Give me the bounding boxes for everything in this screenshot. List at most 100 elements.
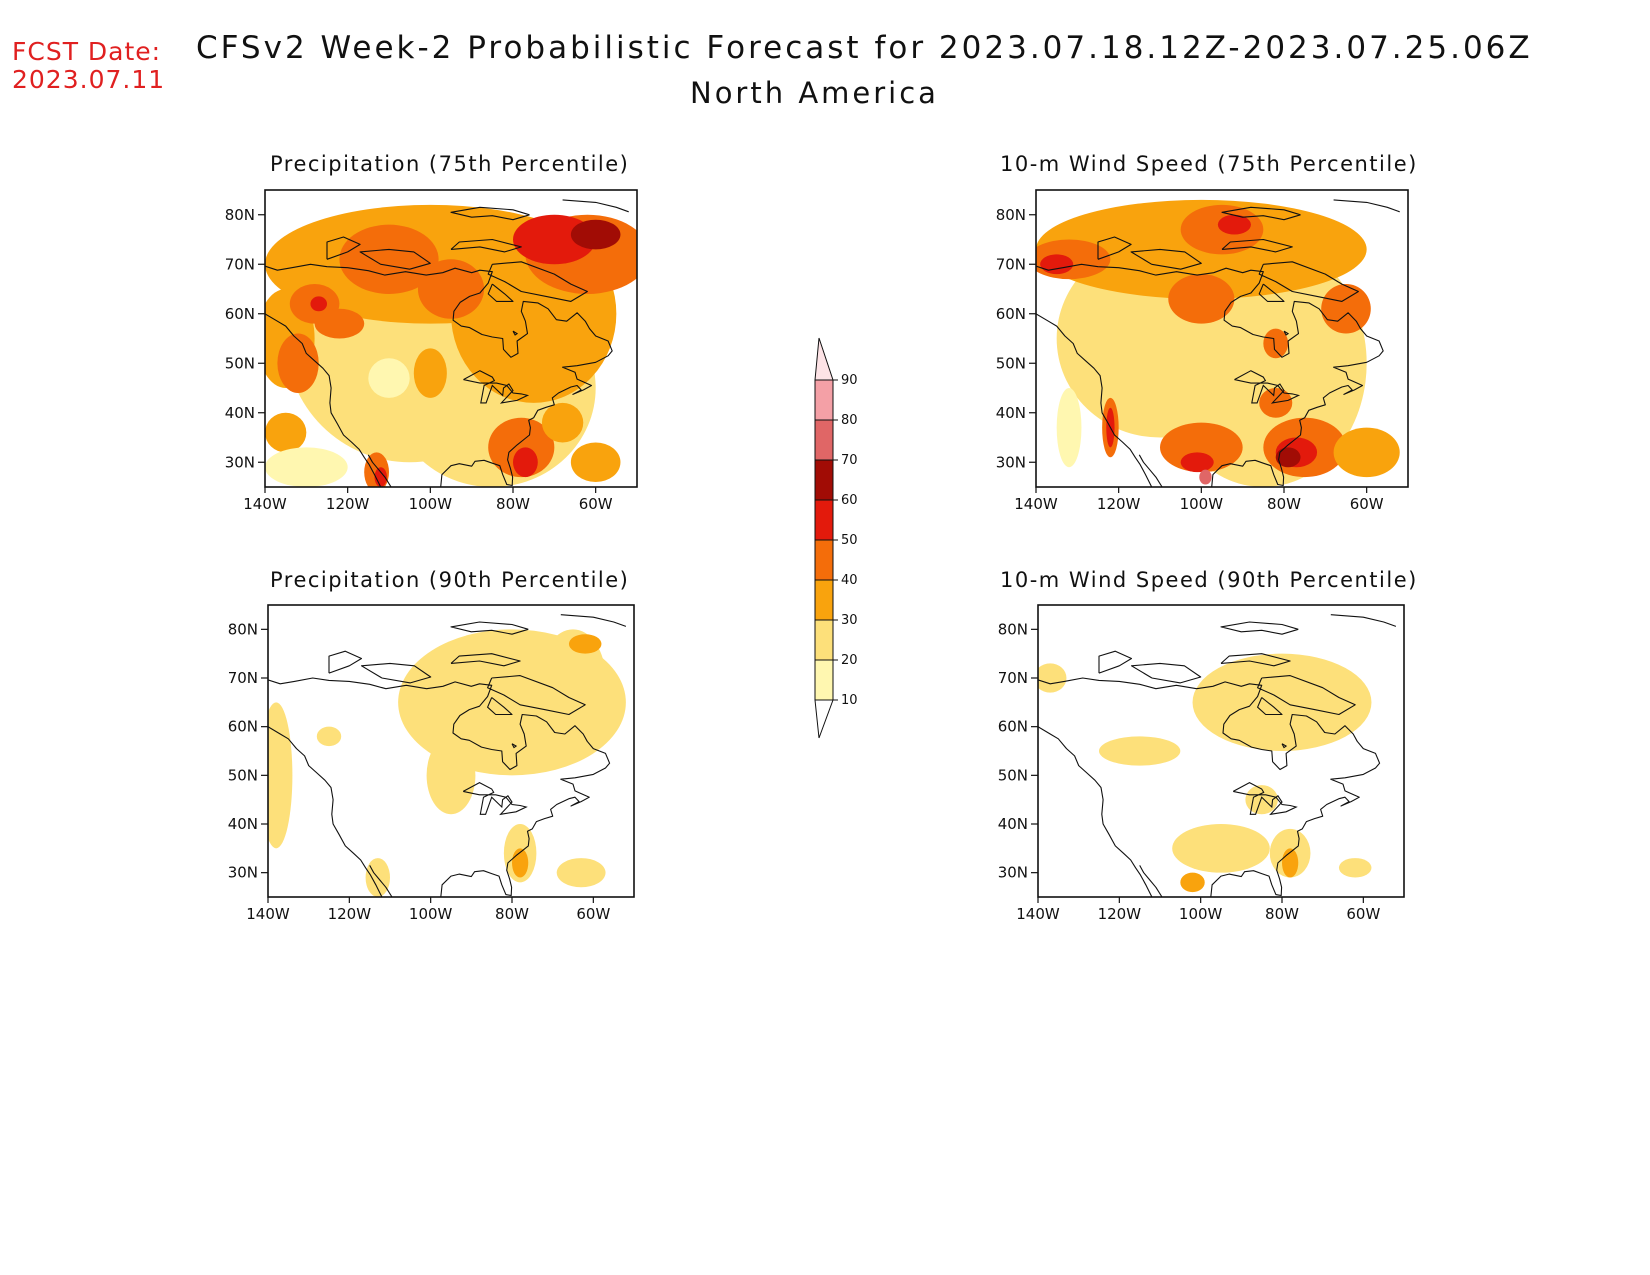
colorbar-label: 50 — [841, 533, 858, 548]
coastline — [1036, 199, 1400, 487]
lat-label: 30N — [228, 864, 258, 882]
shading-layer — [1038, 653, 1372, 893]
shade-blob — [556, 858, 606, 888]
shade-blob — [1333, 427, 1400, 478]
lat-label: 30N — [998, 864, 1028, 882]
shade-blob — [1038, 663, 1067, 693]
lon-label: 80W — [496, 495, 530, 513]
lat-label: 50N — [996, 354, 1026, 372]
colorbar-label: 60 — [841, 493, 858, 508]
lat-label: 50N — [228, 766, 258, 784]
map-frame — [1035, 189, 1409, 488]
map-panel-wind90: 80N 70N 60N 50N 40N 30N 140W 120W 100W 80W 60W — [998, 604, 1405, 923]
lat-label: 80N — [228, 620, 258, 638]
shade-blob — [265, 412, 307, 453]
colorbar-segment — [814, 419, 834, 461]
lon-label: 100W — [1179, 905, 1223, 923]
lat-label: 50N — [998, 766, 1028, 784]
fcst-date-label: FCST Date: — [12, 37, 162, 66]
colorbar-segment — [814, 539, 834, 581]
map-frame — [267, 604, 635, 898]
shade-blob — [316, 726, 342, 747]
shading-layer — [268, 629, 626, 897]
colorbar-label: 40 — [841, 573, 858, 588]
panel-title-wind90: 10-m Wind Speed (90th Percentile) — [1000, 568, 1418, 592]
lon-label: 100W — [409, 905, 453, 923]
coastline — [1038, 614, 1397, 897]
lon-label: 60W — [1350, 495, 1384, 513]
shade-blob — [570, 219, 621, 250]
lat-label: 70N — [996, 255, 1026, 273]
map-frame — [264, 189, 638, 488]
lat-label: 80N — [996, 206, 1026, 224]
shade-blob — [1338, 858, 1372, 878]
lon-label: 120W — [328, 905, 372, 923]
panel-title-precip90: Precipitation (90th Percentile) — [270, 568, 630, 592]
lon-label: 60W — [1346, 905, 1380, 923]
colorbar-label: 30 — [841, 613, 858, 628]
shade-blob — [1168, 274, 1235, 324]
shade-blob — [413, 348, 447, 398]
shade-blob — [1321, 284, 1371, 334]
lat-label: 40N — [225, 404, 255, 422]
shade-blob — [339, 224, 439, 294]
shade-blob — [426, 736, 476, 815]
lon-label: 120W — [326, 495, 370, 513]
lat-label: 70N — [228, 669, 258, 687]
colorbar-label: 10 — [841, 693, 858, 708]
colorbar-label: 80 — [841, 413, 858, 428]
colorbar-group: 10 20 30 40 50 60 70 80 90 — [814, 337, 858, 739]
coastline — [268, 614, 627, 897]
fcst-date-value: 2023.07.11 — [12, 65, 166, 94]
shade-blob — [513, 447, 538, 478]
map-panel-wind75: 80N 70N 60N 50N 40N 30N 140W 120W 100W 80W 60W — [996, 189, 1409, 513]
colorbar-segment — [814, 459, 834, 501]
lon-label: 80W — [1267, 495, 1301, 513]
lat-label: 60N — [996, 305, 1026, 323]
shade-blob — [488, 417, 555, 478]
colorbar-label: 70 — [841, 453, 858, 468]
shade-blob — [541, 402, 584, 443]
shade-blob — [310, 296, 327, 312]
panel-title-wind75: 10-m Wind Speed (75th Percentile) — [1000, 152, 1418, 176]
colorbar-label: 20 — [841, 653, 858, 668]
shade-blob — [1180, 872, 1205, 893]
lon-label: 140W — [1016, 905, 1060, 923]
shade-blob — [265, 447, 348, 487]
lat-label: 30N — [996, 453, 1026, 471]
lat-label: 60N — [225, 305, 255, 323]
shade-blob — [368, 358, 410, 398]
shade-blob — [570, 442, 621, 483]
shade-blob — [568, 634, 602, 654]
lat-label: 40N — [228, 815, 258, 833]
coastline — [265, 199, 629, 487]
lon-label: 100W — [409, 495, 453, 513]
map-panel-precip75: 80N 70N 60N 50N 40N 30N 140W 120W 100W 80W 60W — [225, 189, 638, 513]
lon-label: 120W — [1098, 905, 1142, 923]
colorbar-cap-top — [814, 337, 834, 381]
lat-label: 60N — [228, 718, 258, 736]
lat-label: 30N — [225, 453, 255, 471]
shade-blob — [540, 629, 606, 727]
colorbar-label: 90 — [841, 373, 858, 388]
lat-label: 80N — [225, 206, 255, 224]
panel-title-precip75: Precipitation (75th Percentile) — [270, 152, 630, 176]
shading-layer — [1036, 199, 1400, 487]
lon-label: 60W — [579, 495, 613, 513]
colorbar-segment — [814, 619, 834, 661]
colorbar-segment — [814, 659, 834, 701]
lon-label: 140W — [243, 495, 287, 513]
page-subtitle: North America — [690, 76, 939, 110]
page-title: CFSv2 Week-2 Probabilistic Forecast for … — [196, 30, 1533, 66]
shade-blob — [1245, 785, 1278, 815]
map-frame — [1037, 604, 1405, 898]
shade-blob — [1180, 452, 1214, 473]
lat-label: 60N — [998, 718, 1028, 736]
colorbar-segment — [814, 579, 834, 621]
lon-label: 80W — [495, 905, 529, 923]
colorbar-segment — [814, 379, 834, 421]
lon-label: 140W — [1014, 495, 1058, 513]
lat-label: 80N — [998, 620, 1028, 638]
